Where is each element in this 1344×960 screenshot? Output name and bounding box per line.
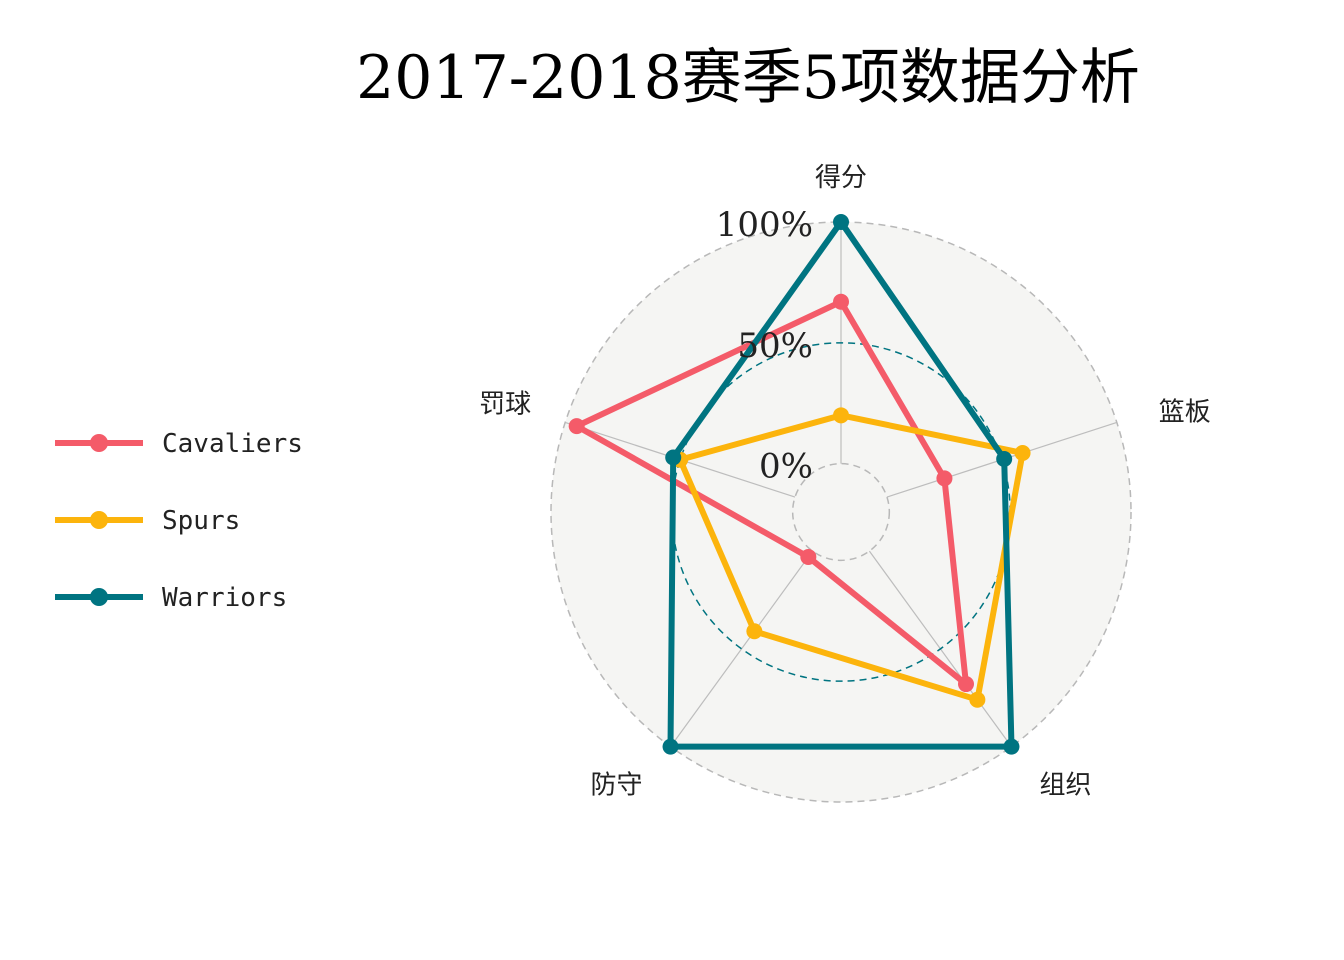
legend: Cavaliers Spurs Warriors xyxy=(55,429,303,613)
axis-label: 得分 xyxy=(815,163,867,193)
data-point xyxy=(936,470,953,487)
legend-label: Warriors xyxy=(162,583,287,613)
data-point xyxy=(1003,738,1020,755)
spoke-line xyxy=(670,550,814,747)
legend-label: Cavaliers xyxy=(162,429,303,459)
data-point xyxy=(958,676,975,693)
axis-label: 组织 xyxy=(1039,771,1091,801)
data-point xyxy=(746,623,763,640)
axis-label: 防守 xyxy=(591,771,643,801)
chart-title: 2017-2018赛季5项数据分析 xyxy=(356,43,1140,113)
grid-ring xyxy=(550,221,1132,803)
series-line xyxy=(570,297,970,691)
axis-label: 罚球 xyxy=(479,389,531,419)
data-point xyxy=(833,214,849,230)
legend-swatch-point xyxy=(90,434,108,452)
tick-label: 100% xyxy=(716,205,813,245)
data-point xyxy=(662,738,679,755)
data-point xyxy=(833,293,849,310)
legend-swatch-point xyxy=(90,511,108,529)
legend-item: Warriors xyxy=(55,583,287,613)
axis-label: 篮板 xyxy=(1159,397,1211,427)
tick-label: 50% xyxy=(737,326,813,366)
data-point xyxy=(665,449,682,466)
legend-item: Spurs xyxy=(55,506,240,536)
series-line xyxy=(667,216,1015,750)
data-point xyxy=(969,691,986,708)
legend-label: Spurs xyxy=(162,506,240,536)
data-point xyxy=(833,407,849,424)
grid-ring xyxy=(791,462,891,562)
legend-swatch-point xyxy=(90,588,108,606)
data-point xyxy=(800,548,817,565)
data-point xyxy=(996,450,1013,467)
data-point xyxy=(1014,445,1031,462)
tick-label: 0% xyxy=(759,447,813,487)
legend-item: Cavaliers xyxy=(55,429,303,459)
data-point xyxy=(568,418,585,435)
